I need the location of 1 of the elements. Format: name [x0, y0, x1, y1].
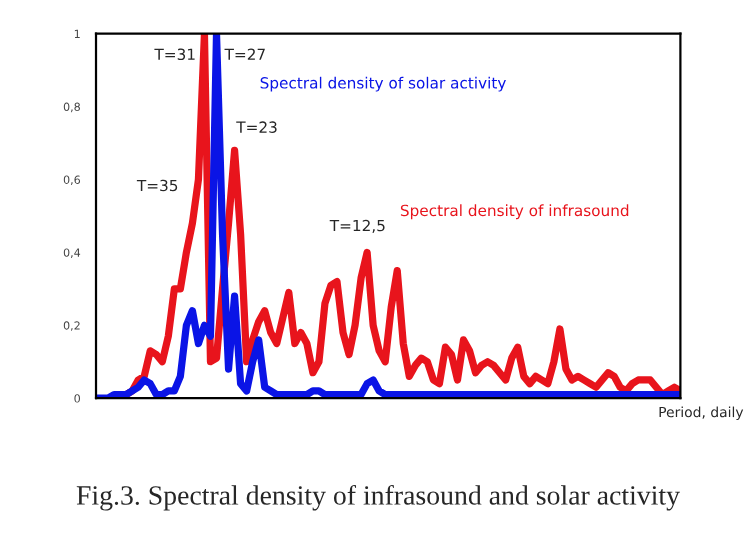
caption: Fig.3. Spectral density of infrasound and solar activity [76, 484, 680, 511]
